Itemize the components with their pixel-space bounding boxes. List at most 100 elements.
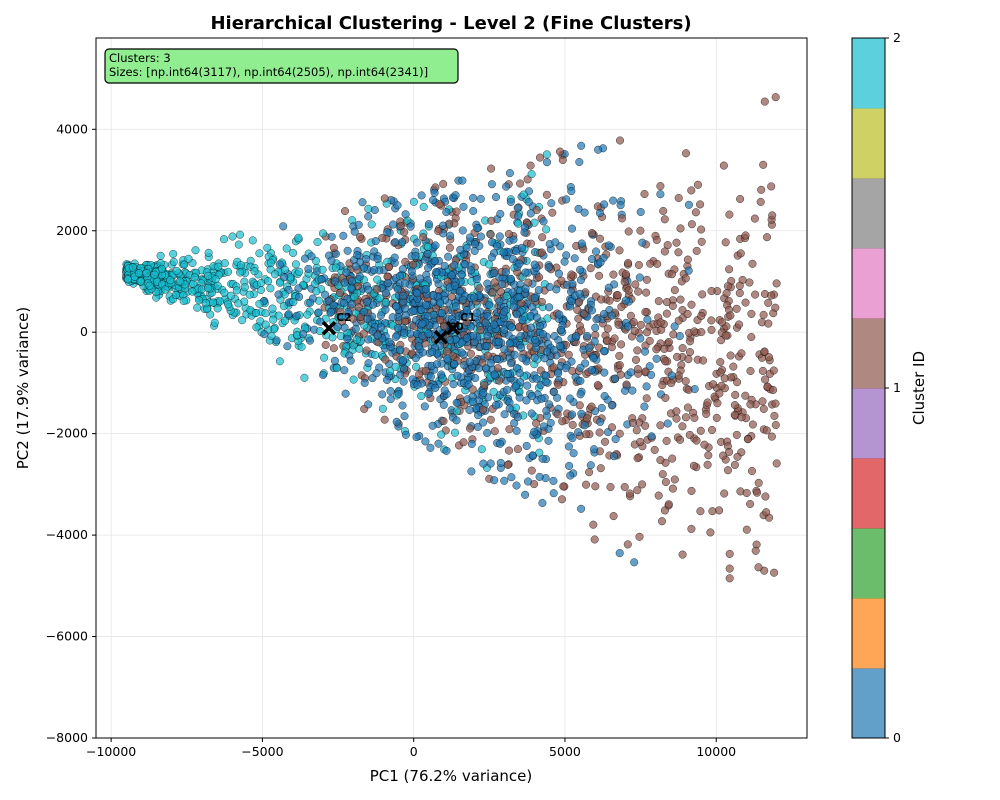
cluster-2-point bbox=[252, 323, 261, 332]
cluster-2-point bbox=[150, 270, 159, 279]
cluster-1-point bbox=[633, 486, 642, 495]
cluster-1-point bbox=[683, 255, 692, 264]
cluster-2-point bbox=[134, 269, 144, 278]
cluster-0-point bbox=[542, 406, 551, 415]
cluster-0-point bbox=[390, 253, 399, 262]
cluster-1-point bbox=[414, 370, 424, 379]
cluster-0-point bbox=[388, 313, 397, 322]
cluster-0-point bbox=[539, 217, 548, 226]
cluster-1-point bbox=[661, 357, 670, 366]
cluster-0-point bbox=[470, 240, 479, 249]
cluster-2-point bbox=[312, 287, 321, 296]
cluster-0-point bbox=[576, 376, 585, 385]
cluster-1-point bbox=[653, 259, 662, 268]
cluster-0-point bbox=[580, 421, 589, 430]
cluster-1-point bbox=[624, 286, 633, 295]
cluster-0-point bbox=[531, 335, 540, 344]
cluster-1-point bbox=[687, 486, 696, 495]
cluster-0-point bbox=[642, 382, 651, 391]
cluster-1-point bbox=[615, 351, 624, 360]
cluster-1-point bbox=[487, 164, 496, 173]
cluster-2-point bbox=[142, 269, 151, 278]
cluster-1-point bbox=[493, 364, 502, 373]
cluster-2-point bbox=[161, 285, 170, 294]
cluster-2-point bbox=[417, 391, 426, 401]
cluster-0-point bbox=[373, 331, 382, 340]
cluster-0-point bbox=[576, 276, 585, 285]
cluster-0-point bbox=[565, 394, 575, 403]
cluster-0-point bbox=[538, 498, 547, 508]
cluster-1-point bbox=[646, 259, 655, 268]
cluster-1-point bbox=[696, 200, 705, 209]
cluster-2-point bbox=[313, 237, 322, 247]
cluster-1-point bbox=[770, 411, 779, 420]
cluster-1-point bbox=[554, 380, 563, 389]
cluster-2-point bbox=[294, 233, 303, 242]
centroid-label: C2 bbox=[336, 311, 352, 324]
cluster-0-point bbox=[586, 461, 595, 470]
cluster-0-point bbox=[307, 252, 316, 261]
cluster-0-point bbox=[502, 182, 511, 191]
cluster-0-point bbox=[516, 332, 525, 341]
cluster-1-point bbox=[672, 238, 681, 247]
x-axis-ticks: −10000 −5000 0 5000 10000 bbox=[86, 738, 736, 759]
cluster-0-point bbox=[429, 310, 438, 319]
cluster-1-point bbox=[725, 210, 734, 219]
cluster-0-point bbox=[684, 200, 693, 209]
cluster-2-point bbox=[295, 267, 304, 276]
cluster-1-point bbox=[681, 413, 691, 422]
cluster-2-point bbox=[169, 249, 178, 258]
cluster-0-point bbox=[423, 249, 432, 258]
cluster-0-point bbox=[521, 268, 530, 277]
centroid-label: C1 bbox=[460, 311, 476, 324]
cluster-0-point bbox=[294, 284, 303, 293]
cluster-0-point bbox=[609, 196, 618, 205]
cluster-1-point bbox=[590, 535, 599, 544]
cluster-1-point bbox=[609, 270, 618, 279]
cluster-1-point bbox=[664, 500, 673, 509]
cluster-0-point bbox=[354, 220, 363, 229]
cluster-0-point bbox=[500, 345, 509, 354]
cluster-0-point bbox=[451, 302, 461, 311]
y-tick-label: −6000 bbox=[46, 629, 88, 644]
cluster-2-point bbox=[251, 308, 261, 318]
cluster-1-point bbox=[660, 247, 669, 256]
cluster-1-point bbox=[613, 291, 622, 300]
colorbar: 0 1 2 bbox=[851, 30, 901, 745]
cluster-2-point bbox=[201, 299, 210, 308]
cluster-1-point bbox=[607, 423, 617, 432]
cluster-0-point bbox=[378, 390, 387, 399]
cluster-2-point bbox=[238, 316, 247, 325]
cluster-1-point bbox=[693, 180, 703, 189]
cluster-0-point bbox=[456, 245, 465, 254]
cluster-0-point bbox=[512, 310, 521, 319]
cluster-1-point bbox=[720, 489, 729, 498]
cluster-1-point bbox=[555, 147, 565, 156]
cluster-1-point bbox=[760, 347, 769, 356]
cluster-1-point bbox=[730, 401, 739, 410]
cluster-1-point bbox=[661, 477, 670, 487]
cluster-1-point bbox=[715, 389, 724, 398]
cluster-0-point bbox=[550, 331, 559, 341]
cluster-1-point bbox=[735, 281, 744, 290]
cluster-0-point bbox=[479, 459, 488, 468]
cluster-info-box: Clusters: 3 Sizes: [np.int64(3117), np.i… bbox=[104, 48, 459, 84]
cluster-1-point bbox=[401, 257, 410, 266]
cluster-1-point bbox=[764, 319, 773, 328]
cluster-0-point bbox=[393, 285, 402, 294]
cluster-1-point bbox=[689, 461, 698, 470]
cluster-0-point bbox=[396, 345, 405, 354]
cluster-0-point bbox=[418, 319, 427, 328]
cluster-0-point bbox=[557, 325, 566, 334]
cluster-1-point bbox=[662, 436, 671, 445]
cluster-0-point bbox=[515, 259, 524, 268]
cluster-0-point bbox=[566, 471, 575, 480]
cluster-1-point bbox=[652, 345, 661, 354]
cluster-0-point bbox=[611, 435, 620, 444]
cluster-1-point bbox=[754, 563, 763, 572]
cluster-0-point bbox=[358, 198, 367, 207]
cluster-1-point bbox=[768, 211, 777, 220]
cluster-0-point bbox=[493, 242, 502, 251]
cluster-1-point bbox=[617, 340, 626, 349]
cluster-0-point bbox=[577, 141, 586, 150]
